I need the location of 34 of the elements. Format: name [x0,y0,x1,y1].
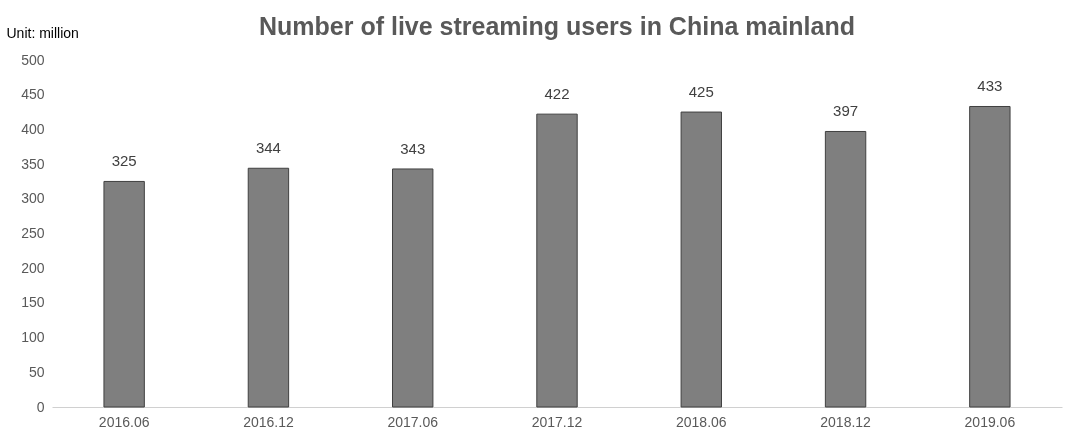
y-tick-label: 200 [21,259,45,276]
bar [680,111,722,408]
y-tick-label: 0 [36,398,45,415]
y-tick-label: 50 [28,363,45,380]
data-label: 325 [111,152,137,170]
x-tick-label: 2017.06 [387,413,439,430]
y-tick-label: 300 [21,190,45,207]
data-label: 422 [544,85,570,103]
x-tick-label: 2018.12 [820,413,872,430]
data-label: 397 [833,102,859,120]
bar [536,113,578,408]
data-label: 433 [977,77,1003,95]
data-label: 343 [400,139,426,157]
y-tick-label: 100 [21,329,45,346]
y-tick-label: 250 [21,225,45,241]
data-label: 425 [688,83,714,101]
y-axis-title: Unit: million [6,24,79,41]
y-tick-label: 450 [21,86,45,103]
bar [969,106,1011,408]
y-tick-label: 400 [21,120,45,137]
x-tick-label: 2019.06 [964,413,1016,430]
y-tick-label: 350 [21,155,45,172]
y-tick-label: 500 [21,51,45,68]
bar [247,167,290,408]
x-tick-label: 2016.12 [243,413,294,430]
y-tick-label: 150 [21,294,45,311]
x-tick-label: 2017.12 [531,413,583,430]
bar [103,180,145,408]
bar [392,168,434,408]
bar [824,130,867,408]
x-tick-label: 2016.06 [98,413,150,430]
chart-title: Number of live streaming users in China mainland [259,12,855,40]
x-tick-label: 2018.06 [675,413,727,430]
data-label: 344 [255,139,281,157]
